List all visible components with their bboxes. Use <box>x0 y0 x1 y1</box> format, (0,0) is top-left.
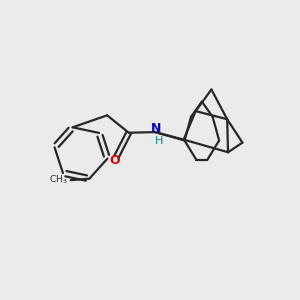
Text: O: O <box>109 154 120 167</box>
Text: H: H <box>155 136 164 146</box>
Text: N: N <box>151 122 161 135</box>
Text: CH$_3$: CH$_3$ <box>49 173 68 186</box>
